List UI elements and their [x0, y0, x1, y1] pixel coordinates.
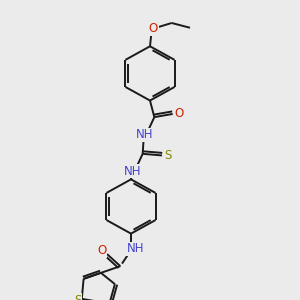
Text: O: O	[98, 244, 106, 257]
Text: NH: NH	[124, 165, 141, 178]
Text: O: O	[174, 107, 183, 120]
Text: O: O	[149, 22, 158, 35]
Text: NH: NH	[136, 128, 153, 141]
Text: S: S	[74, 294, 82, 300]
Text: S: S	[164, 149, 172, 162]
Text: NH: NH	[127, 242, 144, 255]
